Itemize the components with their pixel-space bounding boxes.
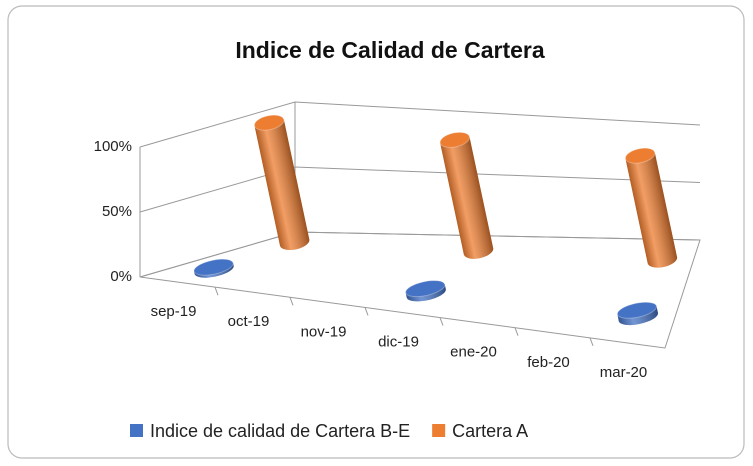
- cylinder: [616, 301, 659, 326]
- cylinder-top: [616, 301, 658, 319]
- x-tick: [289, 297, 294, 306]
- cylinder: [439, 131, 494, 259]
- x-tick: [589, 337, 594, 347]
- cylinder-top: [624, 147, 656, 164]
- x-tick-label: oct-19: [228, 313, 270, 330]
- cylinder: [405, 280, 446, 302]
- legend-swatch: [432, 424, 446, 437]
- cylinder-top: [193, 258, 234, 276]
- x-tick-label: ene-20: [450, 344, 497, 361]
- y-tick-label: 100%: [94, 138, 132, 155]
- plot-area: 0% 50% 100% sep-19 oct-19 nov-19 dic-19 ene-20 f…: [94, 101, 701, 381]
- cylinder-shade: [254, 119, 310, 250]
- x-tick: [214, 286, 219, 296]
- x-tick-label: dic-19: [378, 333, 419, 350]
- y-tick-label: 50%: [102, 203, 132, 220]
- grid-line: [139, 101, 701, 148]
- cylinder-top: [405, 280, 446, 298]
- cylinder-top: [253, 114, 285, 131]
- legend: Indice de calidad de Cartera B-E Cartera …: [130, 421, 528, 441]
- legend-label: Cartera A: [452, 421, 528, 441]
- cylinder: [253, 114, 310, 250]
- x-tick: [364, 307, 369, 316]
- x-tick: [514, 327, 519, 336]
- x-tick-label: feb-20: [527, 354, 570, 371]
- cylinder-shade: [440, 136, 494, 259]
- x-tick-label: nov-19: [301, 323, 347, 340]
- grid-line: [139, 166, 701, 213]
- cylinder: [193, 258, 234, 278]
- chart-frame: [7, 5, 745, 459]
- legend-swatch: [130, 424, 143, 437]
- legend-label: Indice de calidad de Cartera B-E: [150, 421, 410, 441]
- x-tick: [439, 317, 444, 326]
- cylinder-top: [439, 131, 471, 148]
- x-tick-label: mar-20: [600, 364, 648, 381]
- chart-title: Indice de Calidad de Cartera: [235, 37, 545, 63]
- cylinder-shade: [625, 152, 678, 268]
- cylinder: [624, 147, 678, 268]
- x-tick-label: sep-19: [151, 303, 197, 320]
- y-tick-label: 0%: [110, 268, 132, 285]
